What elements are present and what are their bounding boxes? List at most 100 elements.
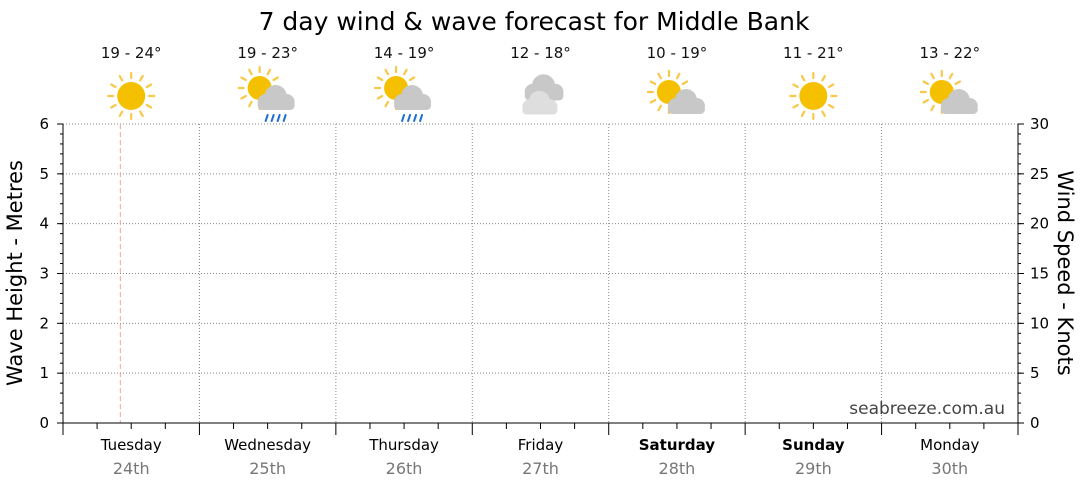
- sun-ray: [922, 80, 930, 86]
- sun-ray: [402, 68, 408, 76]
- cloud-base: [522, 105, 558, 115]
- sun-disc: [929, 80, 954, 104]
- sun-ray: [930, 104, 935, 112]
- sun-ray: [240, 94, 247, 100]
- day-date: 25th: [249, 459, 286, 478]
- day-date: 26th: [386, 459, 423, 478]
- temperature-range: 13 - 22°: [919, 44, 980, 62]
- rain-drop: [270, 114, 275, 122]
- cloudy-icon: [522, 74, 564, 115]
- sun: [789, 71, 838, 121]
- sun-ray: [248, 100, 253, 108]
- left-tick-label: 0: [39, 414, 49, 432]
- right-tick-label: 15: [1030, 265, 1049, 283]
- day-column: 11 - 21° Sunday 29th: [782, 44, 845, 478]
- sun-ray: [821, 110, 826, 118]
- right-tick-label: 30: [1030, 115, 1049, 133]
- sun-ray: [408, 76, 416, 82]
- rain-drop: [264, 114, 269, 122]
- partly-cloudy-rain-icon: [373, 65, 432, 122]
- rain-drop: [282, 114, 287, 122]
- sun-ray: [800, 74, 806, 82]
- day-name: Wednesday: [224, 436, 311, 454]
- sun-ray: [139, 74, 144, 82]
- left-tick-label: 5: [39, 165, 49, 183]
- day-name: Monday: [920, 436, 979, 454]
- day-date: 24th: [113, 459, 150, 478]
- sun-ray: [240, 76, 247, 82]
- right-tick-label: 5: [1030, 364, 1040, 382]
- day-columns: 19 - 24° Tuesday 24th 19 - 23° Wednesday 25th…: [100, 44, 980, 478]
- cloud: [940, 89, 978, 114]
- sun-ray: [272, 76, 279, 82]
- sun-ray: [827, 83, 835, 89]
- sun-ray: [384, 100, 390, 108]
- sun-ray: [139, 110, 144, 118]
- temperature-range: 11 - 21°: [783, 44, 844, 62]
- rain-drop: [419, 114, 424, 122]
- sun-ray: [657, 72, 663, 80]
- sun-disc: [799, 82, 828, 110]
- day-column: 19 - 24° Tuesday 24th: [100, 44, 162, 478]
- cloud: [394, 85, 432, 110]
- sun-ray: [681, 80, 689, 86]
- sun-ray: [110, 83, 117, 89]
- left-tick-label: 1: [39, 364, 49, 382]
- left-tick-label: 6: [39, 115, 49, 133]
- cloud: [522, 90, 558, 115]
- left-axis-title: Wave Height - Metres: [3, 160, 27, 386]
- sun-ray: [145, 83, 153, 89]
- sun-ray: [792, 103, 799, 109]
- rain-drop: [413, 114, 418, 122]
- day-column: 14 - 19° Thursday 26th: [368, 44, 439, 478]
- temperature-range: 12 - 18°: [510, 44, 571, 62]
- sun-ray: [675, 72, 681, 80]
- sun-ray: [948, 72, 954, 80]
- day-date: 28th: [659, 459, 696, 478]
- sun-ray: [657, 104, 663, 112]
- chart-title: 7 day wind & wave forecast for Middle Ba…: [259, 7, 810, 36]
- right-tick-label: 25: [1030, 165, 1049, 183]
- sun-ray: [827, 103, 835, 109]
- watermark: seabreeze.com.au: [849, 399, 1005, 419]
- rain: [264, 114, 287, 122]
- partly-cloudy-icon: [919, 69, 978, 115]
- day-column: 13 - 22° Monday 30th: [919, 44, 980, 478]
- sun-ray: [800, 110, 806, 118]
- day-name: Friday: [518, 436, 564, 454]
- sun-disc: [117, 82, 146, 110]
- sun-ray: [792, 83, 799, 89]
- day-name: Saturday: [639, 436, 716, 454]
- rain-drop: [407, 114, 412, 122]
- cloud-base: [257, 101, 295, 110]
- axes: [62, 124, 1019, 435]
- sun-ray: [649, 98, 657, 104]
- right-axis-title: Wind Speed - Knots: [1053, 170, 1077, 375]
- right-axis-ticks: 0 5 10 15 20 25 30: [1018, 115, 1049, 432]
- sun-disc: [656, 80, 681, 104]
- partly-cloudy-icon: [646, 69, 705, 115]
- cloud-base: [940, 105, 978, 114]
- temperature-range: 14 - 19°: [374, 44, 435, 62]
- sun-ray: [821, 74, 826, 82]
- cloud: [257, 85, 295, 110]
- rain: [401, 114, 424, 122]
- right-tick-label: 0: [1030, 414, 1040, 432]
- day-name: Sunday: [782, 436, 845, 454]
- left-tick-label: 4: [39, 215, 49, 233]
- sun-ray: [118, 110, 124, 118]
- grid: [63, 123, 1018, 423]
- day-name: Tuesday: [100, 436, 162, 454]
- rain-drop: [401, 114, 406, 122]
- sun-ray: [248, 68, 253, 76]
- sunny-icon: [107, 71, 156, 121]
- sun-ray: [922, 98, 930, 104]
- sun-ray: [376, 76, 384, 82]
- sun-ray: [954, 80, 962, 86]
- sun-ray: [930, 72, 935, 80]
- day-date: 27th: [522, 459, 559, 478]
- sun-ray: [266, 68, 272, 76]
- sun-ray: [384, 68, 390, 76]
- day-column: 19 - 23° Wednesday 25th: [224, 44, 311, 478]
